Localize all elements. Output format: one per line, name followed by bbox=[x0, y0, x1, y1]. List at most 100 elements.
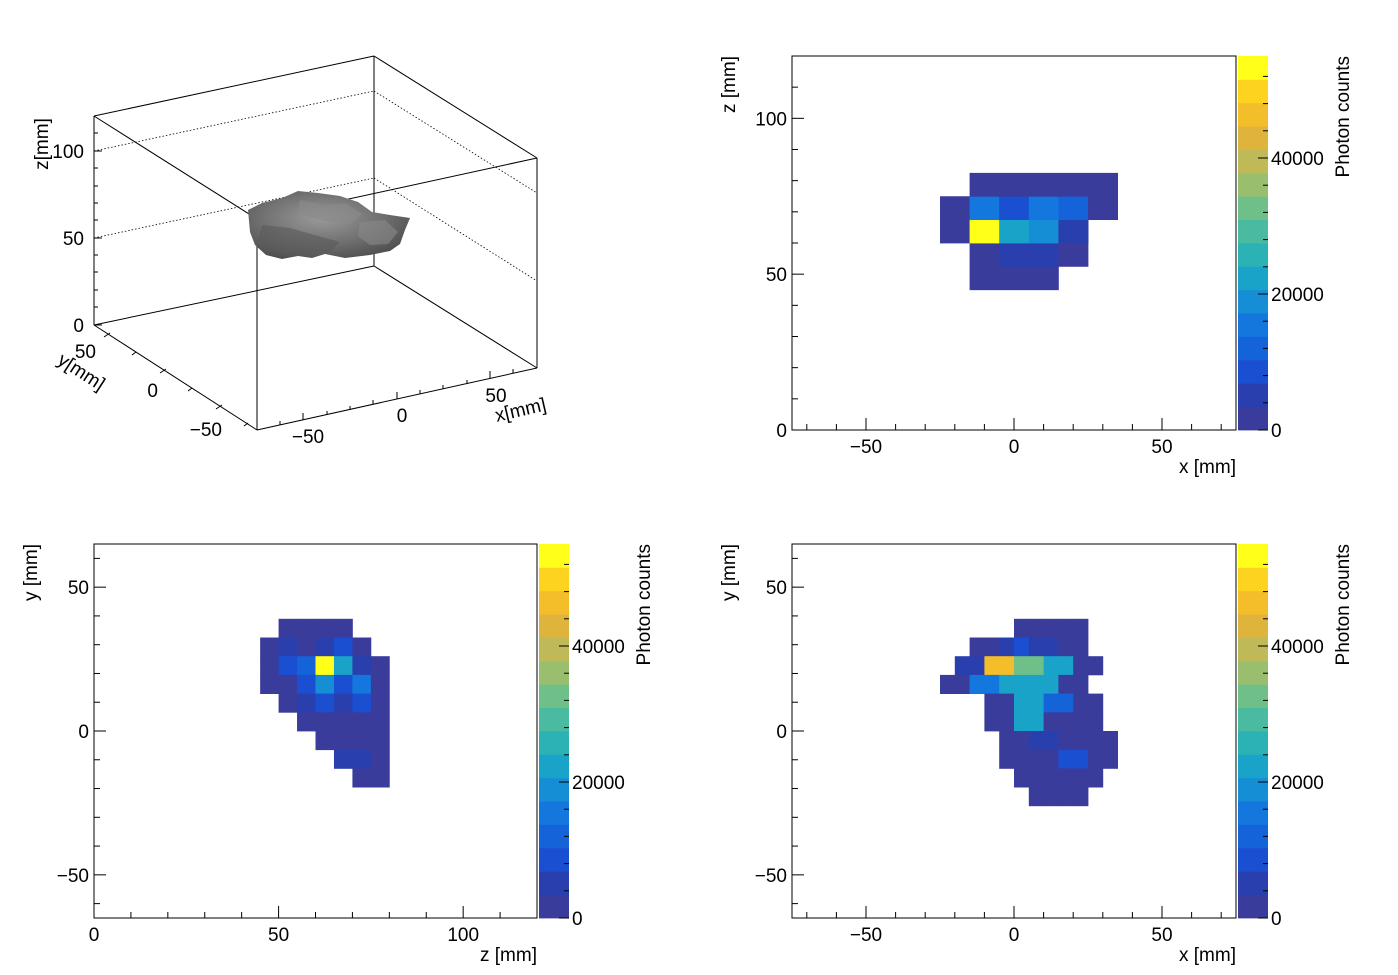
heatmap-cell bbox=[1058, 196, 1089, 221]
colorbar-segment bbox=[539, 707, 569, 732]
heatmap-cell bbox=[954, 656, 970, 676]
heatmap-cell bbox=[1028, 618, 1044, 638]
x-tick-label: −50 bbox=[292, 427, 324, 448]
colorbar-segment bbox=[1238, 383, 1268, 408]
x-axis-label: x [mm] bbox=[1179, 457, 1236, 478]
y-axis-ticks bbox=[103, 332, 249, 427]
heatmap-cell bbox=[1028, 674, 1044, 694]
heatmap-cell bbox=[297, 712, 316, 732]
heatmap-cell bbox=[1073, 637, 1089, 657]
colorbar-segment bbox=[1238, 336, 1268, 361]
heatmap-cell bbox=[333, 749, 353, 769]
heatmap-cell bbox=[1043, 637, 1059, 657]
colorbar-segment bbox=[1238, 637, 1268, 662]
heatmap-cell bbox=[999, 712, 1015, 732]
z-tick-label: 100 bbox=[52, 142, 84, 163]
heatmap-cell bbox=[1088, 172, 1118, 197]
colorbar-segment bbox=[1238, 590, 1268, 615]
heatmap-cell bbox=[1058, 618, 1074, 638]
heatmap-cell bbox=[1043, 749, 1059, 769]
heatmap-cell bbox=[315, 618, 335, 638]
colorbar-tick-label: 40000 bbox=[1271, 637, 1324, 658]
colorbar-segment bbox=[1238, 196, 1268, 221]
heatmap-cell bbox=[1043, 731, 1059, 751]
panel-xz-heatmap: −50 0 50 0 50 100 x [mm] z [mm] 0 20000 40000 Photo… bbox=[719, 55, 1354, 478]
heatmap-cell bbox=[1014, 768, 1030, 788]
colorbar-segment bbox=[1238, 172, 1268, 197]
heatmap-cell bbox=[278, 656, 298, 676]
colorbar-segment bbox=[1238, 266, 1268, 291]
heatmap-cell bbox=[297, 618, 316, 638]
heatmap-cell bbox=[999, 656, 1015, 676]
colorbar-segment bbox=[539, 544, 569, 568]
heatmap-cell bbox=[1014, 712, 1030, 732]
x-axis-label: z [mm] bbox=[480, 945, 537, 966]
heatmap-cell bbox=[999, 196, 1030, 221]
colorbar-tick-label: 20000 bbox=[1271, 773, 1324, 794]
heatmap-cell bbox=[1028, 656, 1044, 676]
heatmap-cell bbox=[1028, 693, 1044, 713]
heatmap-cell bbox=[1043, 674, 1059, 694]
heatmap-cell bbox=[297, 656, 316, 676]
heatmap-cell bbox=[969, 196, 1000, 221]
heatmap-cell bbox=[999, 172, 1030, 197]
heatmap-cell bbox=[1058, 768, 1074, 788]
x-tick-label: 0 bbox=[1009, 925, 1020, 946]
z-axis-label: z[mm] bbox=[32, 118, 53, 170]
heatmap-cell bbox=[1028, 243, 1059, 267]
heatmap-cell bbox=[1073, 787, 1089, 807]
heatmap-cell bbox=[1014, 618, 1030, 638]
colorbar-segment bbox=[1238, 359, 1268, 384]
heatmap-cell bbox=[969, 172, 1000, 197]
z-tick-label: 50 bbox=[63, 229, 84, 250]
heatmap-cell bbox=[1073, 731, 1089, 751]
heatmap-cell bbox=[1073, 674, 1089, 694]
heatmap-cell bbox=[984, 637, 1000, 657]
x-tick-label: 0 bbox=[397, 406, 408, 427]
colorbar-segment bbox=[1238, 754, 1268, 779]
heatmap-cell bbox=[999, 693, 1015, 713]
heatmap-cell bbox=[278, 637, 298, 657]
y-tick-label: 50 bbox=[75, 342, 96, 363]
colorbar-tick-label: 20000 bbox=[572, 773, 625, 794]
heatmap-cell bbox=[999, 674, 1015, 694]
colorbar-segment bbox=[539, 637, 569, 662]
heatmap-cell bbox=[297, 674, 316, 694]
heatmap-cell bbox=[352, 768, 372, 788]
x-tick-label: 50 bbox=[485, 386, 506, 407]
heatmap-cell bbox=[370, 712, 390, 732]
colorbar-segment bbox=[539, 660, 569, 685]
colorbar-label: Photon counts bbox=[1333, 544, 1354, 665]
heatmap-cell bbox=[1088, 749, 1104, 769]
box-edge bbox=[93, 324, 258, 431]
isosurface-highlight bbox=[298, 200, 362, 224]
colorbar-segment bbox=[539, 777, 569, 802]
heatmap-cell bbox=[352, 749, 372, 769]
colorbar-segment bbox=[1238, 777, 1268, 802]
z-axis-ticks bbox=[94, 132, 102, 326]
heatmap-cell bbox=[1058, 731, 1074, 751]
x-axis-ticks bbox=[279, 369, 514, 425]
heatmap-cell bbox=[370, 656, 390, 676]
heatmap-cell bbox=[1088, 196, 1118, 221]
heatmap-cell bbox=[999, 637, 1015, 657]
heatmap-cell bbox=[1043, 618, 1059, 638]
heatmap-cell bbox=[1058, 656, 1074, 676]
colorbar-tick-label: 0 bbox=[1271, 421, 1282, 442]
heatmap-cell bbox=[1073, 656, 1089, 676]
heatmap-cell bbox=[1028, 219, 1059, 244]
colorbar-tick-label: 40000 bbox=[1271, 149, 1324, 170]
heatmap-cell bbox=[278, 693, 298, 713]
heatmap-cell bbox=[1043, 712, 1059, 732]
heatmap-cell bbox=[315, 712, 335, 732]
heatmap-cell bbox=[1058, 674, 1074, 694]
colorbar-label: Photon counts bbox=[634, 544, 655, 665]
heatmap-cell bbox=[1058, 637, 1074, 657]
heatmap-cell bbox=[1028, 266, 1059, 291]
panel-zy-heatmap: 0 50 100 −50 0 50 z [mm] y [mm] 0 20000 40000 Photo… bbox=[21, 543, 655, 966]
box-edge bbox=[93, 115, 258, 220]
heatmap-cell bbox=[1102, 749, 1118, 769]
heatmap-cell bbox=[1043, 693, 1059, 713]
heatmap-cell bbox=[278, 618, 298, 638]
